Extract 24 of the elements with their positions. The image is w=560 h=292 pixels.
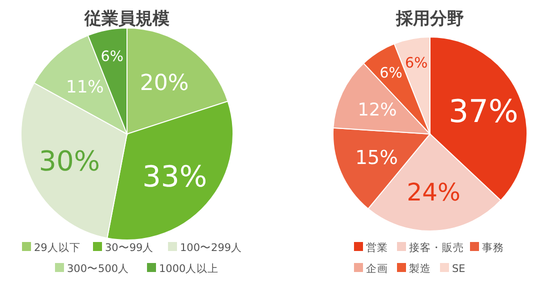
chart-title: 採用分野 bbox=[395, 9, 464, 29]
legend-label: 100〜299人 bbox=[180, 242, 242, 254]
legend-label: 営業 bbox=[366, 241, 388, 254]
data-label: 6% bbox=[100, 48, 124, 65]
data-label: 20% bbox=[140, 71, 189, 96]
chart-title: 従業員規模 bbox=[84, 9, 170, 29]
data-label: 24% bbox=[406, 178, 461, 207]
data-label: 37% bbox=[448, 94, 518, 130]
data-label: 12% bbox=[358, 100, 397, 120]
legend-label: 接客・販売 bbox=[409, 241, 464, 254]
legend-label: 30〜99人 bbox=[105, 242, 154, 254]
legend-label: 事務 bbox=[482, 241, 504, 254]
legend-label: 300〜500人 bbox=[67, 263, 130, 275]
legend-label: 1000人以上 bbox=[159, 262, 219, 275]
data-label: 33% bbox=[142, 159, 208, 194]
data-label: 11% bbox=[66, 77, 104, 98]
legend-label: SE bbox=[452, 263, 466, 275]
data-label: 30% bbox=[38, 146, 100, 178]
legend-label: 29人以下 bbox=[34, 241, 80, 254]
legend-label: 企画 bbox=[366, 263, 388, 275]
data-label: 6% bbox=[380, 66, 402, 82]
data-label: 6% bbox=[405, 56, 428, 72]
data-label: 15% bbox=[355, 146, 398, 169]
legend-label: 製造 bbox=[409, 262, 431, 275]
